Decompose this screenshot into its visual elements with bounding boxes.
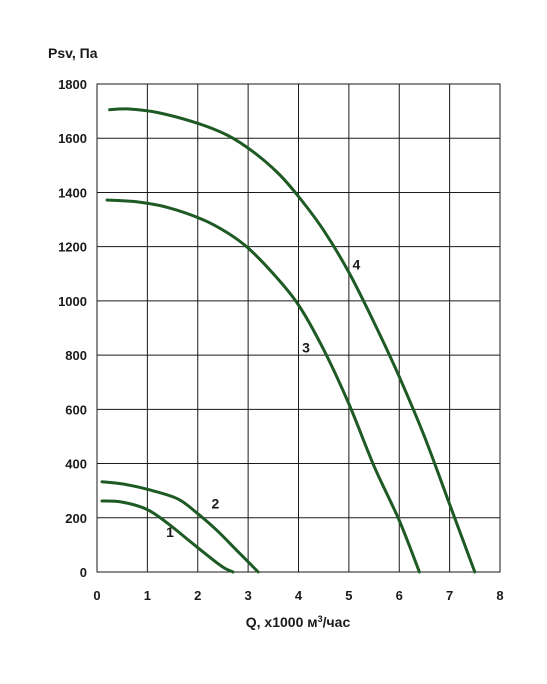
x-axis-title-tail: /час	[323, 614, 351, 630]
curve-label-3: 3	[302, 339, 310, 355]
y-tick-label: 1000	[58, 294, 87, 309]
x-tick-label: 1	[144, 588, 151, 603]
x-axis-title: Q, х1000 м3/час	[246, 614, 351, 630]
x-tick-label: 6	[396, 588, 403, 603]
y-tick-label: 1800	[58, 77, 87, 92]
curve-1	[100, 499, 235, 574]
y-tick-label: 1400	[58, 185, 87, 200]
x-tick-label: 0	[93, 588, 100, 603]
x-tick-labels: 0 1 2 3 4 5 6 7 8	[93, 588, 503, 603]
grid	[96, 83, 501, 573]
curve-label-1: 1	[166, 524, 174, 540]
y-axis-title: Psv, Па	[48, 45, 98, 61]
curve-labels: 1 2 3 4	[166, 257, 360, 540]
x-axis-title-sup: 3	[318, 614, 323, 624]
curve-label-4: 4	[353, 257, 361, 273]
y-tick-label: 0	[80, 565, 87, 580]
y-tick-label: 600	[65, 402, 87, 417]
y-tick-label: 1200	[58, 240, 87, 255]
curve-label-2: 2	[211, 495, 219, 511]
curve-4	[108, 107, 477, 574]
x-tick-label: 2	[194, 588, 201, 603]
x-tick-label: 5	[345, 588, 352, 603]
y-tick-label: 800	[65, 348, 87, 363]
curve-3	[105, 198, 421, 574]
y-tick-label: 400	[65, 457, 87, 472]
plot-frame	[96, 83, 501, 573]
y-tick-label: 1600	[58, 131, 87, 146]
x-tick-label: 7	[446, 588, 453, 603]
x-tick-label: 4	[295, 588, 303, 603]
x-tick-label: 8	[496, 588, 503, 603]
x-axis-title-main: Q, х1000 м	[246, 614, 318, 630]
curve-2	[100, 480, 260, 574]
y-tick-label: 200	[65, 511, 87, 526]
curves	[100, 107, 477, 574]
x-tick-label: 3	[245, 588, 252, 603]
y-tick-labels: 0 200 400 600 800 1000 1200 1400 1600 1800	[58, 77, 87, 580]
